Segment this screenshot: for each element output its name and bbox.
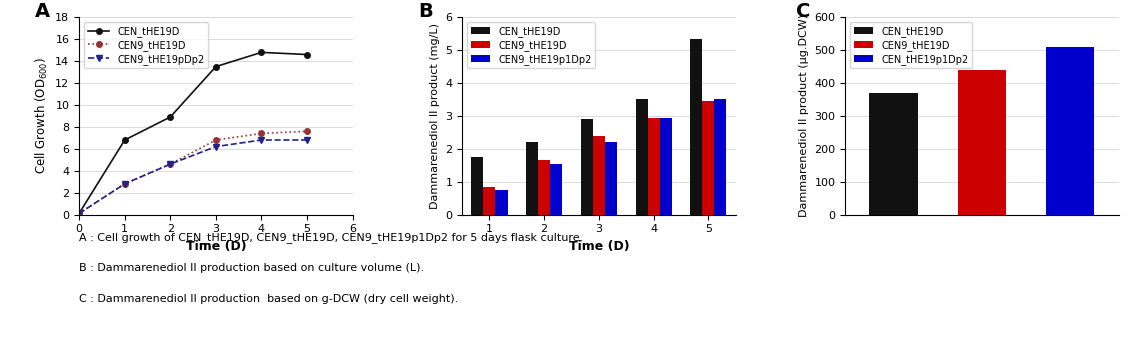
Bar bbox=[484, 186, 495, 215]
Line: CEN9_tHE19D: CEN9_tHE19D bbox=[77, 128, 310, 216]
Bar bbox=[495, 190, 507, 215]
Text: B: B bbox=[418, 1, 433, 20]
CEN_tHE19D bbox=[118, 138, 131, 142]
CEN9_tHE19D bbox=[118, 182, 131, 186]
Line: CEN_tHE19D: CEN_tHE19D bbox=[77, 49, 310, 216]
CEN9_tHE19pDp2 bbox=[301, 138, 314, 142]
Legend: CEN_tHE19D, CEN9_tHE19D, CEN_tHE19p1Dp2: CEN_tHE19D, CEN9_tHE19D, CEN_tHE19p1Dp2 bbox=[850, 22, 972, 69]
Text: C: C bbox=[796, 1, 810, 20]
CEN9_tHE19D bbox=[209, 138, 223, 142]
CEN_tHE19D bbox=[164, 115, 177, 119]
CEN_tHE19D bbox=[209, 65, 223, 69]
CEN9_tHE19pDp2 bbox=[72, 211, 86, 216]
Text: A : Cell growth of CEN_tHE19D, CEN9_tHE19D, CEN9_tHE19p1Dp2 for 5 days flask cul: A : Cell growth of CEN_tHE19D, CEN9_tHE1… bbox=[79, 232, 583, 243]
Line: CEN9_tHE19pDp2: CEN9_tHE19pDp2 bbox=[77, 137, 310, 216]
CEN9_tHE19pDp2 bbox=[164, 162, 177, 166]
CEN_tHE19D bbox=[254, 50, 268, 54]
Text: B : Dammarenediol II production based on culture volume (L).: B : Dammarenediol II production based on… bbox=[79, 263, 424, 273]
Bar bbox=[690, 39, 703, 215]
Y-axis label: Cell Growth (OD$_{600}$): Cell Growth (OD$_{600}$) bbox=[34, 57, 50, 174]
Bar bbox=[1046, 47, 1095, 215]
Y-axis label: Dammarenediol II product (μg.DCW): Dammarenediol II product (μg.DCW) bbox=[799, 14, 809, 218]
Bar bbox=[538, 160, 550, 215]
Bar bbox=[647, 118, 660, 215]
Bar bbox=[660, 118, 671, 215]
Bar bbox=[550, 164, 563, 215]
Bar bbox=[957, 70, 1006, 215]
CEN_tHE19D bbox=[72, 211, 86, 216]
CEN9_tHE19D bbox=[164, 162, 177, 166]
CEN_tHE19D bbox=[301, 53, 314, 57]
X-axis label: Time (D): Time (D) bbox=[568, 240, 629, 253]
Bar bbox=[714, 100, 727, 215]
Bar bbox=[581, 119, 593, 215]
Bar bbox=[593, 136, 605, 215]
Legend: CEN_tHE19D, CEN9_tHE19D, CEN9_tHE19p1Dp2: CEN_tHE19D, CEN9_tHE19D, CEN9_tHE19p1Dp2 bbox=[467, 22, 596, 69]
X-axis label: Time (D): Time (D) bbox=[185, 240, 246, 253]
Text: C : Dammarenediol II production  based on g-DCW (dry cell weight).: C : Dammarenediol II production based on… bbox=[79, 294, 459, 304]
CEN9_tHE19D bbox=[301, 129, 314, 133]
Y-axis label: Dammarenediol II product (mg/L): Dammarenediol II product (mg/L) bbox=[429, 23, 440, 209]
Bar bbox=[527, 142, 538, 215]
Bar bbox=[869, 93, 918, 215]
Bar bbox=[635, 100, 647, 215]
Legend: CEN_tHE19D, CEN9_tHE19D, CEN9_tHE19pDp2: CEN_tHE19D, CEN9_tHE19D, CEN9_tHE19pDp2 bbox=[84, 22, 208, 69]
Text: A: A bbox=[35, 1, 51, 20]
CEN9_tHE19pDp2 bbox=[118, 182, 131, 186]
Bar bbox=[605, 142, 617, 215]
Bar bbox=[471, 157, 484, 215]
Bar bbox=[703, 101, 714, 215]
CEN9_tHE19pDp2 bbox=[209, 145, 223, 149]
CEN9_tHE19D bbox=[72, 211, 86, 216]
CEN9_tHE19pDp2 bbox=[254, 138, 268, 142]
CEN9_tHE19D bbox=[254, 131, 268, 136]
